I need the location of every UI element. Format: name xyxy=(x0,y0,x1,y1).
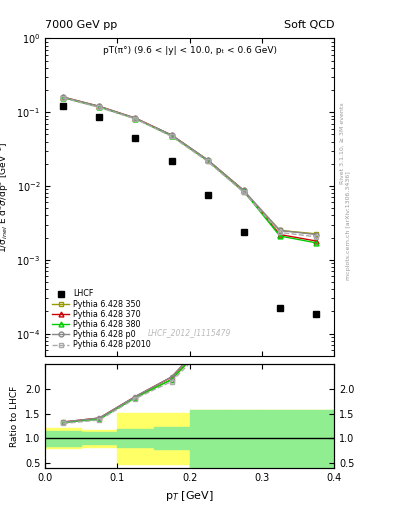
LHCF xyxy=(241,229,246,235)
Y-axis label: 1/σ$_{inel}$ E d$^3σ$/dp$^3$ [GeV$^{-2}$]: 1/σ$_{inel}$ E d$^3σ$/dp$^3$ [GeV$^{-2}$… xyxy=(0,141,11,253)
Line: Pythia 6.428 p0: Pythia 6.428 p0 xyxy=(61,95,318,237)
Pythia 6.428 370 xyxy=(314,238,318,244)
Pythia 6.428 p2010 xyxy=(97,104,102,111)
Pythia 6.428 370 xyxy=(277,231,282,238)
X-axis label: p$_T$ [GeV]: p$_T$ [GeV] xyxy=(165,489,214,503)
Legend: LHCF, Pythia 6.428 350, Pythia 6.428 370, Pythia 6.428 380, Pythia 6.428 p0, Pyt: LHCF, Pythia 6.428 350, Pythia 6.428 370… xyxy=(49,287,154,352)
LHCF xyxy=(277,305,282,311)
Pythia 6.428 370 xyxy=(97,103,102,110)
Pythia 6.428 370 xyxy=(61,94,66,100)
Pythia 6.428 350 xyxy=(314,231,318,237)
Pythia 6.428 370 xyxy=(241,187,246,194)
Pythia 6.428 p2010 xyxy=(169,133,174,139)
Pythia 6.428 p2010 xyxy=(61,95,66,101)
Text: LHCF_2012_I1115479: LHCF_2012_I1115479 xyxy=(148,328,231,337)
LHCF xyxy=(314,311,318,317)
Pythia 6.428 370 xyxy=(133,115,138,121)
Pythia 6.428 380 xyxy=(169,133,174,139)
Pythia 6.428 p0 xyxy=(314,231,318,238)
Line: Pythia 6.428 350: Pythia 6.428 350 xyxy=(61,95,318,236)
Line: LHCF: LHCF xyxy=(60,103,319,317)
Pythia 6.428 350 xyxy=(61,95,66,101)
Pythia 6.428 p0 xyxy=(241,187,246,194)
Pythia 6.428 p2010 xyxy=(133,116,138,122)
LHCF xyxy=(169,158,174,164)
Pythia 6.428 380 xyxy=(277,233,282,239)
Text: pT(π°) (9.6 < |y| < 10.0, pₜ < 0.6 GeV): pT(π°) (9.6 < |y| < 10.0, pₜ < 0.6 GeV) xyxy=(103,47,277,55)
Line: Pythia 6.428 370: Pythia 6.428 370 xyxy=(61,95,318,243)
Pythia 6.428 350 xyxy=(169,133,174,139)
Pythia 6.428 p2010 xyxy=(205,158,210,164)
Y-axis label: Ratio to LHCF: Ratio to LHCF xyxy=(10,386,19,446)
Text: 7000 GeV pp: 7000 GeV pp xyxy=(45,20,118,30)
Pythia 6.428 380 xyxy=(241,188,246,194)
Pythia 6.428 350 xyxy=(97,104,102,110)
Pythia 6.428 380 xyxy=(97,104,102,110)
Pythia 6.428 p2010 xyxy=(241,189,246,196)
Pythia 6.428 380 xyxy=(61,95,66,101)
Pythia 6.428 350 xyxy=(205,158,210,164)
Pythia 6.428 p0 xyxy=(277,227,282,233)
LHCF xyxy=(97,114,102,120)
Line: Pythia 6.428 p2010: Pythia 6.428 p2010 xyxy=(61,96,318,239)
Pythia 6.428 380 xyxy=(205,157,210,163)
Pythia 6.428 350 xyxy=(241,189,246,195)
Pythia 6.428 p2010 xyxy=(314,234,318,240)
Pythia 6.428 350 xyxy=(133,116,138,122)
Pythia 6.428 p0 xyxy=(97,103,102,110)
Pythia 6.428 p0 xyxy=(133,115,138,121)
LHCF xyxy=(205,192,210,198)
Line: Pythia 6.428 380: Pythia 6.428 380 xyxy=(61,95,318,245)
Pythia 6.428 p2010 xyxy=(277,229,282,236)
Pythia 6.428 380 xyxy=(314,240,318,246)
Pythia 6.428 370 xyxy=(205,157,210,163)
Pythia 6.428 370 xyxy=(169,132,174,138)
Text: Soft QCD: Soft QCD xyxy=(284,20,334,30)
Pythia 6.428 380 xyxy=(133,116,138,122)
LHCF xyxy=(133,135,138,141)
Pythia 6.428 p0 xyxy=(61,94,66,100)
LHCF xyxy=(61,103,66,110)
Pythia 6.428 p0 xyxy=(205,157,210,163)
Pythia 6.428 p0 xyxy=(169,132,174,138)
Text: mcplots.cern.ch [arXiv:1306.3436]: mcplots.cern.ch [arXiv:1306.3436] xyxy=(347,171,351,280)
Text: Rivet 3.1.10, ≥ 3M events: Rivet 3.1.10, ≥ 3M events xyxy=(340,102,345,184)
Pythia 6.428 350 xyxy=(277,227,282,233)
